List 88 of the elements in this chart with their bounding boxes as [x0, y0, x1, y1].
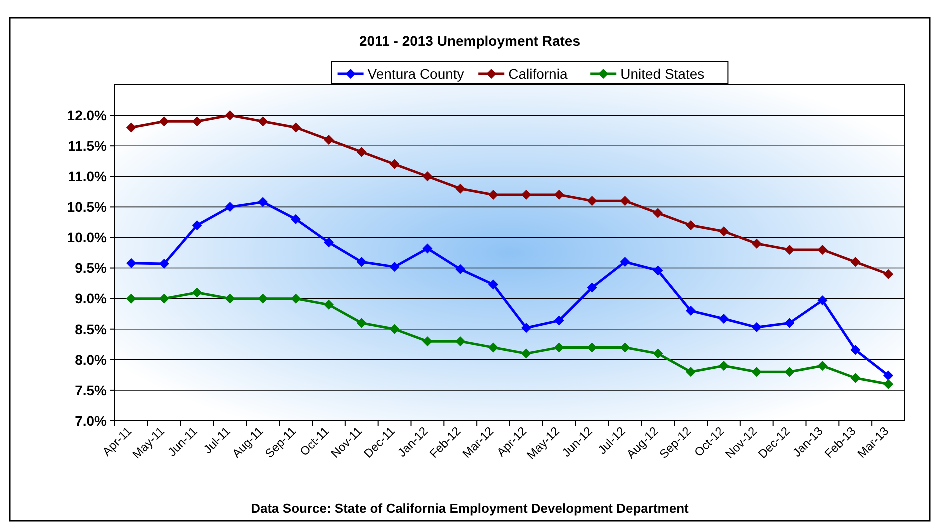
point: [884, 379, 894, 390]
point: [422, 336, 433, 347]
point: [291, 214, 302, 224]
point: [653, 266, 664, 276]
point: [159, 258, 170, 269]
point: [225, 294, 236, 304]
point: [488, 190, 499, 200]
y-tick-label: 7.0%: [75, 412, 108, 429]
y-tick-label: 10.5%: [67, 199, 108, 216]
point: [554, 316, 564, 326]
legend-label: California: [508, 66, 568, 82]
point: [159, 116, 170, 127]
point: [291, 294, 302, 304]
point: [620, 342, 630, 353]
point: [653, 208, 664, 218]
point: [456, 264, 466, 274]
point: [620, 196, 630, 206]
point: [718, 314, 729, 324]
point: [653, 348, 664, 359]
point: [521, 190, 532, 200]
y-tick-label: 7.5%: [75, 382, 108, 398]
point: [587, 282, 598, 293]
point: [884, 370, 894, 381]
point: [554, 190, 564, 200]
point: [324, 238, 334, 248]
point: [390, 324, 400, 334]
point: [422, 172, 433, 182]
point: [258, 294, 268, 304]
point: [620, 257, 630, 268]
point: [159, 294, 170, 304]
point: [818, 296, 828, 306]
point: [521, 348, 532, 359]
point: [225, 202, 236, 212]
point: [488, 342, 499, 353]
y-tick-label: 12.0%: [67, 107, 108, 124]
point: [390, 262, 400, 272]
point: [192, 220, 202, 231]
point: [456, 184, 466, 194]
point: [718, 361, 729, 372]
point: [818, 244, 828, 255]
point: [390, 159, 400, 170]
point: [356, 257, 367, 268]
point: [258, 116, 268, 127]
point: [258, 197, 268, 208]
point: [587, 196, 598, 206]
point: [126, 122, 136, 133]
y-tick-label: 8.5%: [75, 321, 108, 338]
y-tick-label: 8.0%: [75, 352, 108, 368]
y-tick-label: 10.0%: [67, 230, 108, 246]
point: [488, 280, 499, 290]
y-tick-label: 9.0%: [75, 290, 108, 307]
point: [686, 306, 696, 316]
point: [554, 342, 564, 353]
point: [126, 294, 136, 304]
point: [356, 147, 367, 158]
point: [356, 318, 367, 328]
point: [752, 367, 762, 378]
point: [752, 238, 762, 249]
y-tick-label: 11.0%: [68, 168, 108, 185]
point: [324, 300, 334, 310]
point: [784, 367, 795, 378]
point: [784, 244, 795, 255]
point: [192, 288, 202, 298]
point: [850, 345, 861, 356]
point: [126, 258, 136, 268]
legend-label: Ventura County: [368, 66, 464, 82]
point: [884, 269, 894, 280]
point: [324, 134, 334, 145]
y-tick-label: 11.5%: [68, 138, 108, 154]
source-note: Data Source: State of California Employment Development Department: [251, 501, 690, 516]
point: [784, 318, 795, 328]
y-tick-label: 9.5%: [75, 260, 108, 276]
point: [686, 367, 696, 378]
point: [422, 244, 433, 254]
point: [818, 361, 828, 372]
point: [587, 342, 598, 353]
legend-label: United States: [620, 66, 705, 82]
point: [291, 122, 302, 133]
point: [752, 322, 762, 333]
point: [686, 220, 696, 231]
chart-title: 2011 - 2013 Unemployment Rates: [360, 33, 581, 49]
point: [192, 116, 202, 127]
point: [225, 110, 236, 121]
point: [850, 257, 861, 268]
point: [718, 226, 729, 237]
point: [850, 373, 861, 384]
point: [521, 323, 532, 334]
point: [456, 336, 466, 347]
